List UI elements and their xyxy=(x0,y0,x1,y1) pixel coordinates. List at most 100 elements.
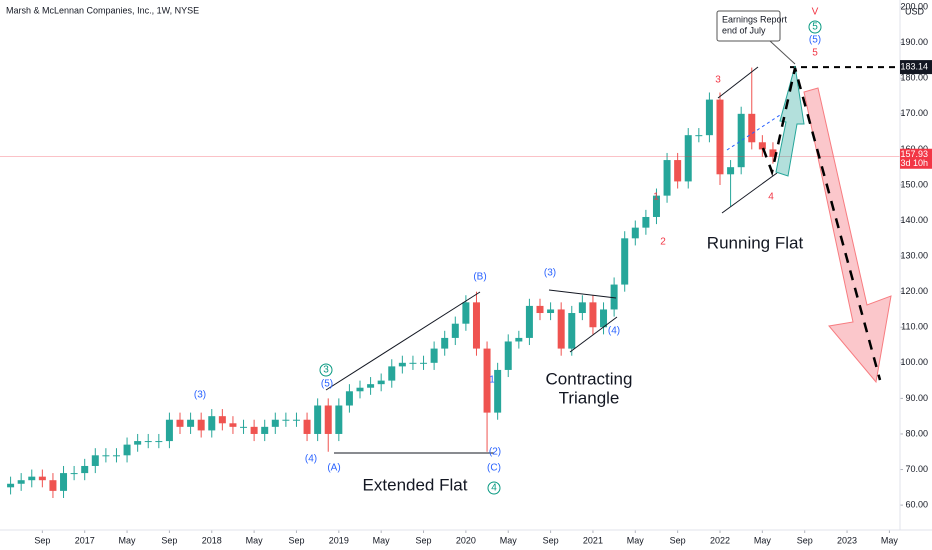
candle-body xyxy=(261,426,269,434)
annotation: Contracting xyxy=(546,369,633,388)
channel-line xyxy=(726,114,781,151)
candle-body xyxy=(134,441,142,445)
candle-body xyxy=(112,455,120,457)
candle-body xyxy=(705,99,713,136)
annotation: 1 xyxy=(653,192,659,203)
price-axis xyxy=(900,0,932,530)
candle-body xyxy=(610,284,618,310)
currency: USD xyxy=(905,6,925,16)
level-tag xyxy=(900,60,932,75)
candle-body xyxy=(748,113,756,143)
y-tick-label: 110.00 xyxy=(901,322,928,332)
annotation: (5) xyxy=(809,35,821,46)
candle-body xyxy=(229,423,237,427)
drawings xyxy=(325,10,892,454)
x-tick-label: Sep xyxy=(797,535,813,545)
candle-body xyxy=(28,476,36,481)
candle-body xyxy=(398,362,406,367)
x-tick-label: Sep xyxy=(288,535,304,545)
x-tick-label: 2022 xyxy=(710,535,730,545)
candle-body xyxy=(525,305,533,338)
down-arrow xyxy=(803,87,892,384)
x-tick-label: May xyxy=(373,535,391,545)
annotation: (C) xyxy=(487,463,501,474)
candle-body xyxy=(218,416,226,424)
level-label: 183.14 xyxy=(900,61,928,71)
candle-body xyxy=(536,305,544,314)
annotation: 4 xyxy=(768,192,774,203)
plot-layer xyxy=(0,66,900,498)
candle-body xyxy=(250,426,258,434)
countdown: 3d 10h xyxy=(900,158,928,168)
projection-path xyxy=(761,67,882,381)
candle-body xyxy=(737,113,745,168)
candle-body xyxy=(17,480,25,484)
annotation: (A) xyxy=(327,463,340,474)
candle-body xyxy=(600,309,608,328)
x-tick-label: Sep xyxy=(670,535,686,545)
candle-body xyxy=(684,135,692,182)
x-tick-label: Sep xyxy=(161,535,177,545)
x-tick-label: 2021 xyxy=(583,535,603,545)
annotation: Triangle xyxy=(559,388,620,407)
x-tick-label: 2020 xyxy=(456,535,476,545)
candle-body xyxy=(377,380,385,385)
candle-body xyxy=(335,405,343,434)
annotation: 5 xyxy=(812,22,818,33)
candle-body xyxy=(367,384,375,388)
running-flat-lower-line xyxy=(721,172,778,214)
annotation: 2 xyxy=(660,237,666,248)
candle-body xyxy=(451,323,459,338)
candle-body xyxy=(60,473,68,491)
annotation: 5 xyxy=(812,48,818,59)
y-tick-label: 60.00 xyxy=(905,499,928,509)
candle-body xyxy=(38,476,46,481)
candle-body xyxy=(165,419,173,442)
wave-circle xyxy=(487,481,501,495)
annotation: (3) xyxy=(544,268,556,279)
annotation: (5) xyxy=(321,379,333,390)
candle-body xyxy=(314,405,322,434)
candle-body xyxy=(578,302,586,314)
candle-body xyxy=(292,419,300,421)
candle-body xyxy=(420,362,428,364)
y-tick-label: 70.00 xyxy=(905,464,928,474)
annotation: (4) xyxy=(305,454,317,465)
candle-body xyxy=(70,473,78,475)
callout-text: Earnings Report xyxy=(722,14,788,24)
annotation: (4) xyxy=(608,326,620,337)
y-tick-label: 100.00 xyxy=(900,357,928,367)
candle-body xyxy=(144,441,152,443)
candle-body xyxy=(483,348,491,413)
flat-upper-line xyxy=(325,291,481,391)
candle-body xyxy=(324,405,332,434)
y-tick-label: 180.00 xyxy=(900,73,928,83)
candle-body xyxy=(81,465,89,474)
y-tick-label: 140.00 xyxy=(900,215,928,225)
y-tick-label: 200.00 xyxy=(900,1,928,11)
up-arrow xyxy=(775,65,805,177)
candle-body xyxy=(642,216,650,228)
candle-body xyxy=(303,419,311,434)
y-tick-label: 170.00 xyxy=(900,108,928,118)
chart-title: Marsh & McLennan Companies, Inc., 1W, NY… xyxy=(6,5,199,15)
y-tick-label: 90.00 xyxy=(905,393,928,403)
x-tick-label: May xyxy=(246,535,264,545)
candle-body xyxy=(652,195,660,217)
candle-body xyxy=(515,337,523,342)
candle-body xyxy=(769,149,777,157)
candle-body xyxy=(441,337,449,349)
callout-pointer xyxy=(769,40,796,65)
candle-body xyxy=(621,238,629,285)
x-tick-label: May xyxy=(119,535,137,545)
candle-body xyxy=(504,341,512,370)
y-tick-label: 150.00 xyxy=(900,179,928,189)
triangle-lower-line xyxy=(569,316,618,353)
candle-body xyxy=(758,142,766,150)
x-tick-label: May xyxy=(754,535,772,545)
candle-body xyxy=(674,160,682,182)
candle-body xyxy=(356,387,364,392)
candle-body xyxy=(557,309,565,349)
candle-body xyxy=(176,419,184,427)
